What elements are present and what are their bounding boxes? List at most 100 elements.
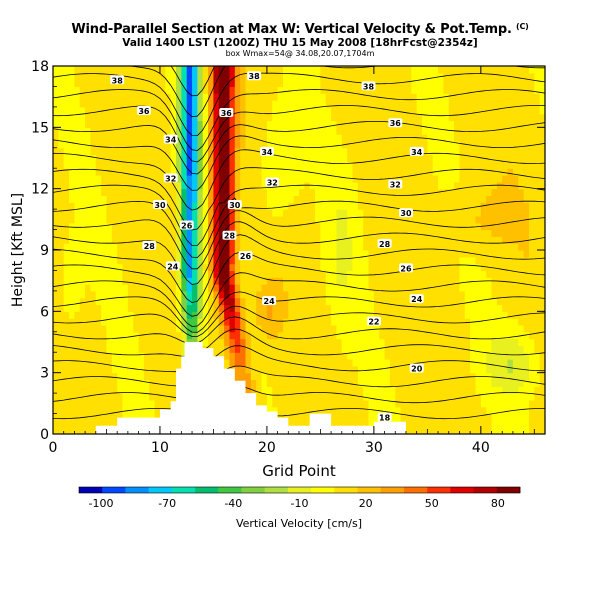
field-cell	[389, 256, 396, 265]
field-cell	[149, 297, 156, 306]
field-cell	[229, 72, 236, 81]
field-cell	[293, 195, 300, 203]
field-cell	[63, 372, 70, 381]
field-cell	[523, 188, 530, 197]
field-cell	[405, 113, 412, 122]
field-cell	[117, 215, 124, 224]
field-cell	[448, 413, 455, 421]
field-cell	[395, 161, 402, 169]
field-cell	[149, 127, 156, 135]
field-cell	[117, 140, 124, 149]
field-cell	[416, 209, 423, 217]
field-cell	[261, 181, 268, 190]
field-cell	[58, 263, 65, 272]
field-cell	[320, 270, 327, 278]
field-cell	[53, 79, 59, 88]
field-cell	[320, 154, 327, 162]
field-cell	[347, 222, 354, 231]
field-cell	[341, 93, 348, 101]
field-cell	[400, 86, 407, 94]
field-cell	[192, 195, 198, 203]
field-cell	[234, 147, 241, 156]
field-cell	[534, 297, 541, 306]
field-cell	[133, 140, 140, 149]
field-cell	[454, 365, 461, 374]
field-cell	[336, 147, 343, 156]
field-cell	[53, 93, 59, 101]
field-cell	[432, 393, 439, 401]
field-cell	[133, 393, 140, 401]
field-cell	[411, 120, 418, 128]
field-cell	[106, 324, 113, 333]
field-cell	[58, 120, 65, 128]
field-cell	[347, 338, 354, 346]
field-cell	[293, 147, 300, 156]
field-cell	[448, 66, 455, 74]
field-cell	[154, 175, 161, 183]
field-cell	[368, 393, 375, 401]
field-cell	[373, 236, 380, 244]
field-cell	[438, 140, 444, 149]
field-cell	[405, 372, 412, 381]
field-cell	[299, 120, 305, 128]
field-cell	[79, 290, 86, 299]
field-cell	[186, 66, 193, 74]
field-cell	[427, 181, 434, 190]
field-cell	[534, 386, 541, 394]
field-cell	[53, 86, 59, 94]
field-cell	[117, 359, 124, 367]
field-cell	[213, 113, 220, 122]
field-cell	[192, 250, 198, 258]
field-cell	[63, 175, 70, 183]
field-cell	[320, 352, 327, 360]
field-cell	[197, 284, 204, 292]
field-cell	[507, 243, 514, 251]
field-cell	[218, 134, 225, 142]
field-cell	[85, 263, 92, 272]
field-cell	[111, 406, 118, 415]
field-cell	[261, 154, 268, 162]
field-cell	[154, 372, 161, 381]
field-cell	[266, 338, 273, 346]
field-cell	[528, 345, 535, 353]
field-cell	[416, 195, 423, 203]
field-cell	[523, 168, 530, 176]
field-cell	[159, 222, 166, 231]
field-cell	[416, 168, 423, 176]
field-cell	[475, 236, 482, 244]
field-cell	[170, 106, 177, 115]
field-cell	[250, 229, 257, 237]
field-cell	[539, 168, 545, 176]
field-cell	[90, 311, 97, 319]
field-cell	[224, 304, 231, 312]
field-cell	[416, 386, 423, 394]
field-cell	[272, 284, 279, 292]
field-cell	[85, 331, 92, 340]
field-cell	[106, 256, 113, 265]
field-cell	[341, 365, 348, 374]
field-cell	[496, 243, 503, 251]
field-cell	[122, 175, 129, 183]
field-cell	[427, 66, 434, 74]
field-cell	[411, 399, 418, 408]
field-cell	[197, 66, 204, 74]
field-cell	[325, 100, 332, 108]
field-cell	[208, 270, 215, 278]
field-cell	[122, 318, 129, 326]
field-cell	[170, 359, 177, 367]
field-cell	[470, 113, 477, 122]
field-cell	[416, 161, 423, 169]
field-cell	[309, 127, 316, 135]
field-cell	[95, 352, 102, 360]
field-cell	[85, 297, 92, 306]
field-cell	[502, 106, 509, 115]
field-cell	[373, 147, 380, 156]
field-cell	[304, 304, 311, 312]
field-cell	[427, 222, 434, 231]
field-cell	[368, 106, 375, 115]
field-cell	[261, 168, 268, 176]
field-cell	[154, 379, 161, 387]
field-cell	[165, 324, 172, 333]
field-cell	[299, 304, 305, 312]
field-cell	[363, 209, 370, 217]
